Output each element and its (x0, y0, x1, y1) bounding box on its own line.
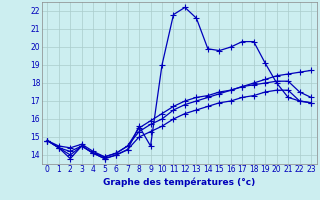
X-axis label: Graphe des températures (°c): Graphe des températures (°c) (103, 177, 255, 187)
